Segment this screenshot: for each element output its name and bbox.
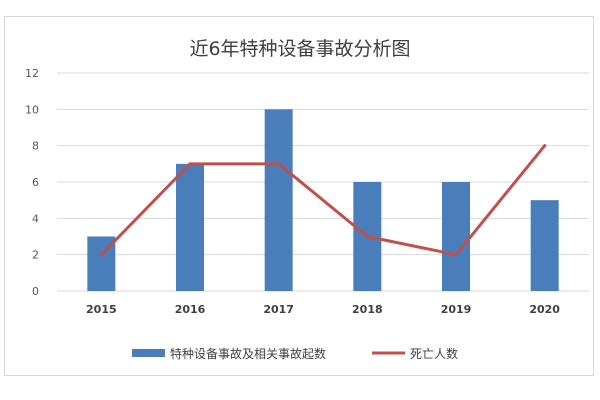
bar-2016: [176, 163, 204, 291]
line-series: [99, 144, 547, 257]
x-axis-ticks: 2015 2016 2017 2018 2019 2020: [86, 303, 560, 316]
x-tick-label: 2020: [529, 303, 560, 316]
legend-swatch-bar: [132, 349, 165, 357]
y-tick-label: 12: [25, 67, 39, 80]
bar-2019: [442, 182, 470, 291]
legend-label-line: 死亡人数: [410, 346, 458, 361]
line-point-2015: [99, 253, 103, 257]
gridlines: [57, 72, 589, 292]
x-tick-label: 2017: [263, 303, 294, 316]
chart-title: 近6年特种设备事故分析图: [189, 38, 410, 60]
line-point-2020: [543, 144, 547, 148]
y-tick-label: 10: [25, 103, 39, 116]
y-tick-label: 6: [32, 176, 39, 189]
line-point-2019: [454, 253, 458, 257]
deaths-line: [99, 144, 547, 257]
legend: 特种设备事故及相关事故起数 死亡人数: [132, 346, 458, 361]
line-point-2017: [277, 162, 281, 166]
y-tick-label: 4: [32, 212, 39, 225]
y-axis-ticks: 0 2 4 6 8 10 12: [25, 67, 39, 298]
x-tick-label: 2016: [175, 303, 206, 316]
line-point-2018: [365, 235, 369, 238]
x-tick-label: 2019: [441, 303, 472, 316]
x-tick-label: 2015: [86, 303, 117, 316]
line-point-2016: [188, 162, 192, 166]
y-tick-label: 0: [32, 285, 39, 298]
chart-card: 近6年特种设备事故分析图 0 2 4 6 8 10 12 2015 2016 2017 2018 2…: [4, 16, 594, 376]
x-tick-label: 2018: [352, 303, 383, 316]
legend-label-bar: 特种设备事故及相关事故起数: [170, 346, 326, 361]
y-tick-label: 2: [32, 249, 39, 262]
bar-2017: [264, 109, 293, 291]
bar-2020: [530, 200, 559, 291]
y-tick-label: 8: [32, 140, 39, 153]
